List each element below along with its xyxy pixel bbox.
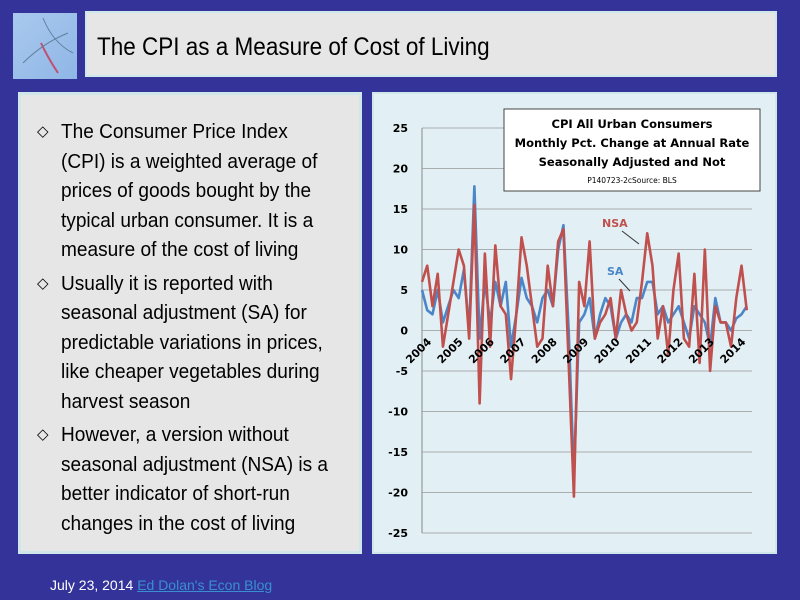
diamond-bullet-icon: ◇ xyxy=(37,426,49,443)
y-tick-label: 15 xyxy=(393,203,408,216)
y-tick-label: 0 xyxy=(400,325,408,338)
chart-title-line: Seasonally Adjusted and Not xyxy=(539,155,726,169)
y-tick-label: -15 xyxy=(388,446,408,459)
chart-title-line: CPI All Urban Consumers xyxy=(552,117,713,131)
bullet-item: ◇ The Consumer Price Index (CPI) is a wei… xyxy=(33,117,351,265)
footer-date: July 23, 2014 xyxy=(50,577,134,593)
slide-title: The CPI as a Measure of Cost of Living xyxy=(97,33,490,61)
x-tick-label: 2009 xyxy=(560,335,591,366)
chart-title-line: Monthly Pct. Change at Annual Rate xyxy=(515,136,750,150)
y-tick-label: 20 xyxy=(393,163,409,176)
x-tick-label: 2014 xyxy=(718,335,749,366)
x-tick-label: 2004 xyxy=(403,335,434,366)
graph-thumbnail-icon xyxy=(22,17,74,74)
bullet-panel: ◇ The Consumer Price Index (CPI) is a wei… xyxy=(18,92,362,554)
x-tick-label: 2011 xyxy=(623,335,654,366)
y-tick-label: 5 xyxy=(400,284,408,297)
diamond-bullet-icon: ◇ xyxy=(37,274,49,292)
footer: July 23, 2014 Ed Dolan's Econ Blog xyxy=(50,577,272,593)
nsa-annotation: NSA xyxy=(602,217,628,230)
slide-logo xyxy=(13,13,77,79)
x-tick-label: 2008 xyxy=(529,335,560,366)
chart-panel: 25 20 15 10 5 0 -5 -10 -15 -20 -25 2004 2005 2006 2007… xyxy=(372,92,777,554)
sa-annotation: SA xyxy=(607,265,624,278)
x-tick-label: 2010 xyxy=(592,335,623,366)
bullet-item: ◇ However, a version without seasonal adj… xyxy=(33,420,351,538)
chart-title-box xyxy=(503,108,761,192)
chart-subtitle: P140723-2cSource: BLS xyxy=(587,176,677,185)
x-tick-label: 2005 xyxy=(435,335,466,366)
y-tick-label: -5 xyxy=(396,365,408,378)
sa-arrow-icon xyxy=(618,278,631,292)
blog-link[interactable]: Ed Dolan's Econ Blog xyxy=(137,577,273,593)
title-box: The CPI as a Measure of Cost of Living xyxy=(85,11,777,77)
y-tick-label: -25 xyxy=(388,527,408,540)
y-tick-label: -10 xyxy=(388,406,408,419)
y-tick-label: -20 xyxy=(388,487,408,500)
y-tick-label: 25 xyxy=(393,122,408,135)
bullet-item: ◇ Usually it is reported with seasonal ad… xyxy=(33,269,351,417)
diamond-bullet-icon: ◇ xyxy=(37,123,49,140)
nsa-arrow-icon xyxy=(621,230,640,245)
y-tick-label: 10 xyxy=(393,244,409,257)
